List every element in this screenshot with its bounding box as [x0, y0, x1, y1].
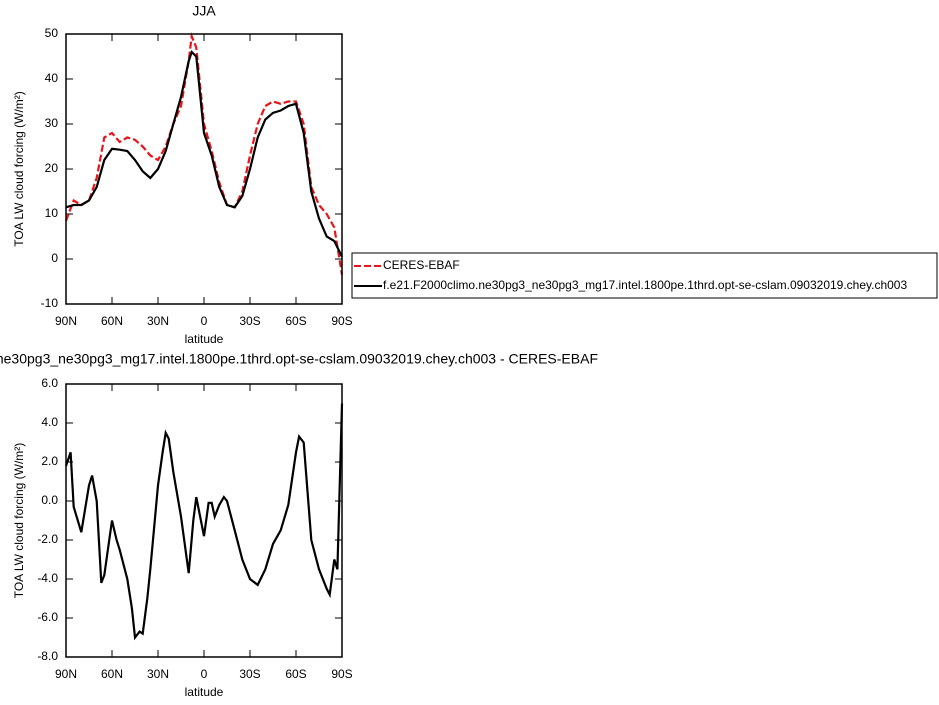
chart-title: JJA — [192, 3, 216, 19]
y-tick-label: 0 — [51, 251, 58, 265]
x-tick-label: 90S — [331, 314, 352, 328]
x-tick-label: 0 — [201, 667, 208, 681]
y-tick-label: 2.0 — [41, 454, 58, 468]
x-tick-label: 30S — [239, 667, 260, 681]
y-tick-label: 40 — [45, 71, 59, 85]
data-line — [64, 403, 344, 641]
x-tick-label: 90S — [331, 667, 352, 681]
plot-frame — [65, 383, 343, 658]
x-tick-label: 90N — [55, 314, 77, 328]
y-tick-label: 0.0 — [41, 493, 58, 507]
legend-label: CERES-EBAF — [383, 258, 460, 272]
x-tick-label: 30N — [147, 667, 169, 681]
y-tick-label: -2.0 — [37, 532, 58, 546]
x-tick-label: 60N — [101, 667, 123, 681]
plot-frame — [65, 33, 343, 305]
data-line — [65, 49, 343, 258]
y-tick-label: 10 — [45, 206, 59, 220]
legend-box — [351, 252, 938, 299]
y-tick-label: 6.0 — [41, 376, 58, 390]
x-tick-label: 90N — [55, 667, 77, 681]
y-tick-label: 50 — [45, 26, 59, 40]
x-tick-label: 0 — [201, 314, 208, 328]
chart-title: f.e21.F2000climo.ne30pg3_ne30pg3_mg17.in… — [0, 351, 598, 367]
x-tick-label: 30N — [147, 314, 169, 328]
y-tick-label: -4.0 — [37, 571, 58, 585]
y-tick-label: -10 — [41, 296, 59, 310]
x-tick-label: 30S — [239, 314, 260, 328]
y-tick-label: -6.0 — [37, 610, 58, 624]
x-axis-label: latitude — [185, 332, 224, 346]
y-tick-label: 4.0 — [41, 415, 58, 429]
y-tick-label: 20 — [45, 161, 59, 175]
x-tick-label: 60S — [285, 667, 306, 681]
y-tick-label: -8.0 — [37, 649, 58, 663]
x-tick-label: 60S — [285, 314, 306, 328]
legend-label: f.e21.F2000climo.ne30pg3_ne30pg3_mg17.in… — [383, 278, 907, 292]
y-tick-label: 30 — [45, 116, 59, 130]
y-axis-label: TOA LW cloud forcing (W/m²) — [12, 443, 26, 599]
x-axis-label: latitude — [185, 685, 224, 699]
y-axis-label: TOA LW cloud forcing (W/m²) — [12, 91, 26, 247]
x-tick-label: 60N — [101, 314, 123, 328]
